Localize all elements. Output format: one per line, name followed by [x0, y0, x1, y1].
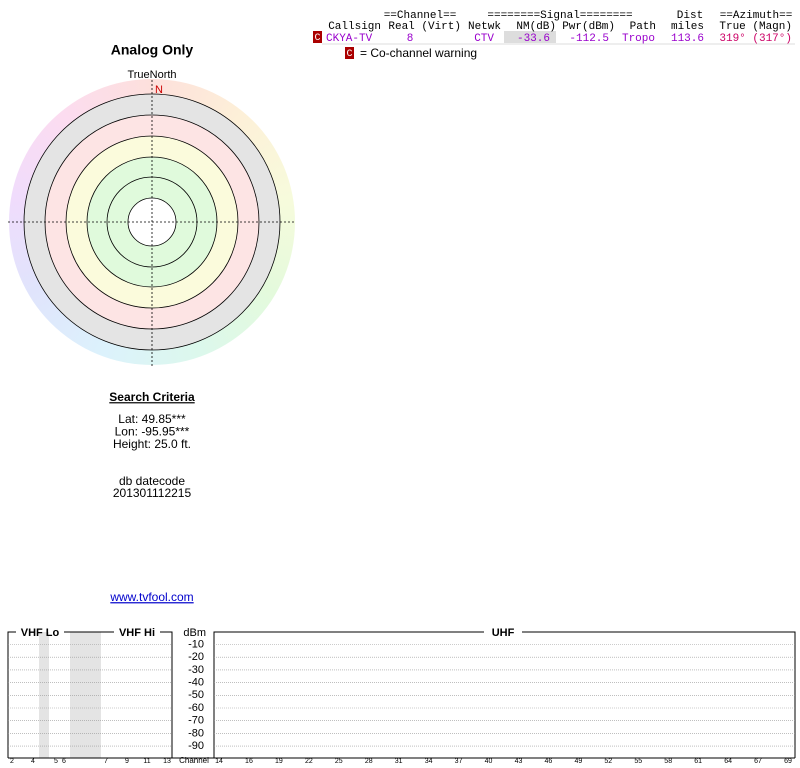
flag-box [345, 47, 354, 59]
channel-tick-label: 34 [425, 758, 433, 765]
vhf-frame [7, 631, 173, 758]
flag-box [313, 31, 322, 43]
dbm-tick-label: -60 [188, 702, 204, 714]
channel-tick-label: 22 [305, 758, 313, 765]
column-header: True (Magn) [719, 21, 792, 33]
site-link[interactable]: www.tvfool.com [109, 590, 193, 604]
channel-tick-label: 9 [125, 758, 129, 765]
column-header: Callsign [328, 21, 381, 33]
channel-tick-label: 43 [515, 758, 523, 765]
channel-tick-label: 46 [545, 758, 553, 765]
channel-tick-label: 61 [694, 758, 702, 765]
group-header: ==Channel== [384, 10, 457, 22]
uhf-label: UHF [492, 627, 515, 639]
column-header: miles [671, 21, 704, 33]
datecode-label: db datecode [119, 474, 185, 488]
channel-tick-label: 40 [485, 758, 493, 765]
column-header: NM(dB) [516, 21, 556, 33]
group-header: Dist [677, 10, 703, 22]
legend-text: = Co-channel warning [360, 46, 477, 60]
channel-tick-label: 14 [215, 758, 223, 765]
radar-title: Analog Only [111, 42, 194, 58]
table-cell: Tropo [622, 33, 655, 45]
group-header: ==Azimuth== [720, 10, 793, 22]
column-header: Netwk [468, 21, 501, 33]
channel-tick-label: 31 [395, 758, 403, 765]
datecode-value: 201301112215 [113, 486, 192, 500]
dbm-tick-label: -10 [188, 638, 204, 650]
column-header: Path [630, 21, 656, 33]
table-cell: -112.5 [569, 33, 609, 45]
column-header: Real (Virt) [388, 21, 461, 33]
criteria-line: Lat: 49.85*** [118, 412, 186, 426]
channel-tick-label: 7 [104, 758, 108, 765]
channel-tick-label: 2 [10, 758, 14, 765]
channel-tick-label: 4 [31, 758, 35, 765]
dbm-tick-label: -50 [188, 689, 204, 701]
criteria-heading: Search Criteria [109, 390, 195, 404]
channel-tick-label: 37 [455, 758, 463, 765]
dbm-tick-label: -80 [188, 727, 204, 739]
channel-tick-label: 25 [335, 758, 343, 765]
table-cell: CTV [474, 33, 494, 45]
table-cell: 8 [407, 33, 414, 45]
criteria-line: Lon: -95.95*** [115, 425, 190, 439]
channel-tick-label: 6 [62, 758, 66, 765]
criteria-line: Height: 25.0 ft. [113, 437, 191, 451]
channel-tick-label: 49 [574, 758, 582, 765]
vhf-hi-label: VHF Hi [119, 627, 155, 639]
row-flag: C [314, 33, 320, 44]
dbm-tick-label: -20 [188, 651, 204, 663]
channel-tick-label: 5 [54, 758, 58, 765]
band-shade [70, 632, 101, 758]
channel-tick-label: 55 [634, 758, 642, 765]
channel-tick-label: 28 [365, 758, 373, 765]
dbm-tick-label: -30 [188, 664, 204, 676]
legend-flag: C [346, 49, 352, 60]
nm-cell-bg [504, 31, 556, 43]
channel-tick-label: 16 [245, 758, 253, 765]
channel-tick-label: 11 [143, 758, 150, 765]
channel-tick-label: 58 [664, 758, 672, 765]
channel-tick-label: 64 [724, 758, 732, 765]
group-header: ========Signal======== [487, 10, 632, 22]
channel-tick-label: 52 [604, 758, 612, 765]
radar [8, 80, 296, 366]
channel-tick-label: 69 [784, 758, 792, 765]
dbm-tick-label: -90 [188, 740, 204, 752]
channel-label: Channel [179, 756, 209, 765]
channel-tick-label: 67 [754, 758, 762, 765]
table-cell: 319° (317°) [719, 33, 792, 45]
table-cell: -33.6 [517, 33, 550, 45]
channel-tick-label: 19 [275, 758, 283, 765]
dbm-tick-label: -40 [188, 677, 204, 689]
north-marker: N [155, 84, 163, 96]
dbm-tick-label: -70 [188, 715, 204, 727]
north-label: TrueNorth [127, 69, 176, 81]
table-cell: CKYA-TV [326, 33, 373, 45]
table-cell: 113.6 [671, 33, 704, 45]
uhf-frame [213, 631, 796, 758]
dbm-label: dBm [183, 627, 206, 639]
channel-tick-label: 13 [163, 758, 171, 765]
vhf-lo-label: VHF Lo [21, 627, 60, 639]
column-header: Pwr(dBm) [562, 21, 615, 33]
